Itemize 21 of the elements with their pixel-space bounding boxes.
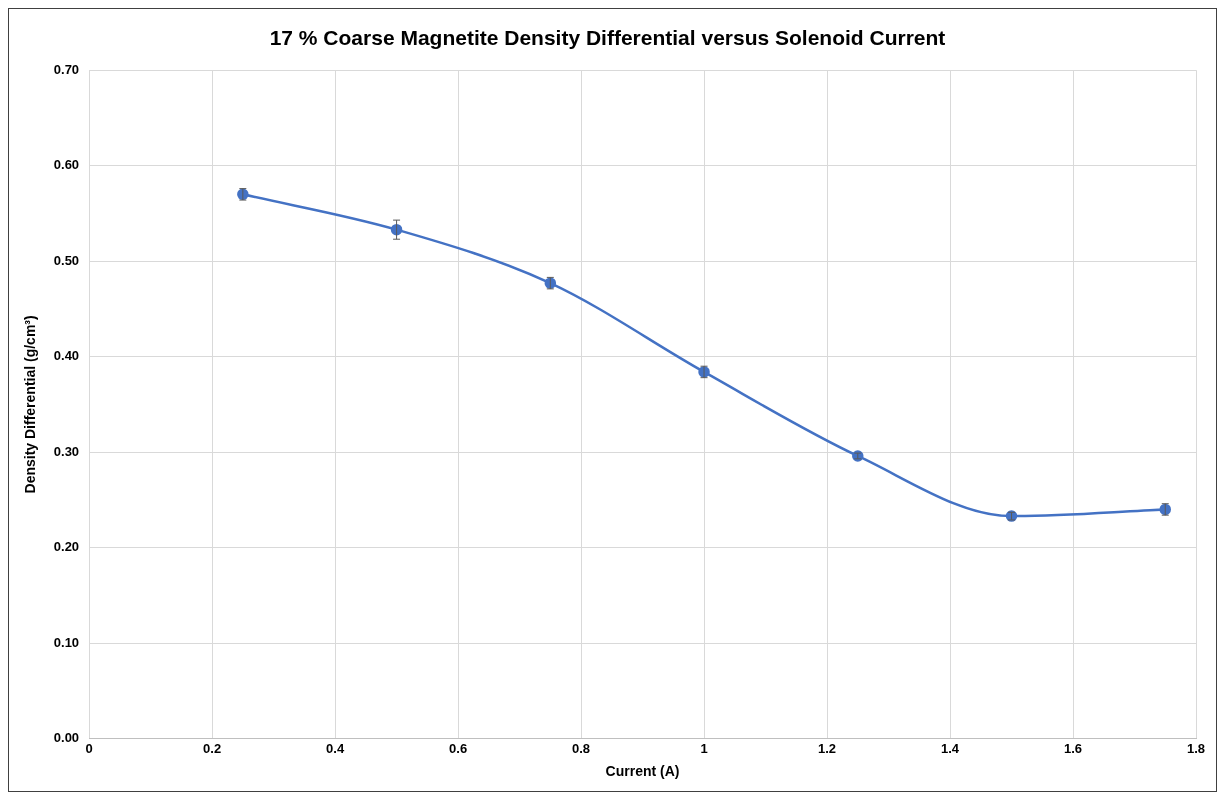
x-tick-label: 1 <box>700 740 708 756</box>
x-tick-label: 0.2 <box>203 740 222 756</box>
x-tick-label: 1.2 <box>817 740 837 756</box>
y-tick-label: 0.20 <box>53 539 80 555</box>
x-tick-label: 0.4 <box>326 740 345 756</box>
y-tick-label: 0.10 <box>53 634 80 650</box>
x-tick-label: 1.4 <box>940 740 960 756</box>
y-tick-label: 0.00 <box>53 730 80 746</box>
x-tick-label: 1.6 <box>1063 740 1083 756</box>
x-tick-label: 1.8 <box>1186 740 1206 756</box>
chart-title: 17 % Coarse Magnetite Density Differential versus Solenoid Current <box>269 26 946 50</box>
x-axis-title: Current (A) <box>605 763 680 780</box>
y-axis-title: Density Differential (g/cm³) <box>22 315 39 494</box>
x-tick-label: 0.6 <box>449 740 468 756</box>
y-tick-label: 0.40 <box>53 348 80 364</box>
x-tick-label: 0 <box>85 740 93 756</box>
y-tick-label: 0.50 <box>53 252 80 268</box>
y-tick-label: 0.60 <box>53 157 80 173</box>
y-tick-label: 0.30 <box>53 443 80 459</box>
y-tick-label: 0.70 <box>53 61 80 77</box>
x-tick-label: 0.8 <box>572 740 591 756</box>
